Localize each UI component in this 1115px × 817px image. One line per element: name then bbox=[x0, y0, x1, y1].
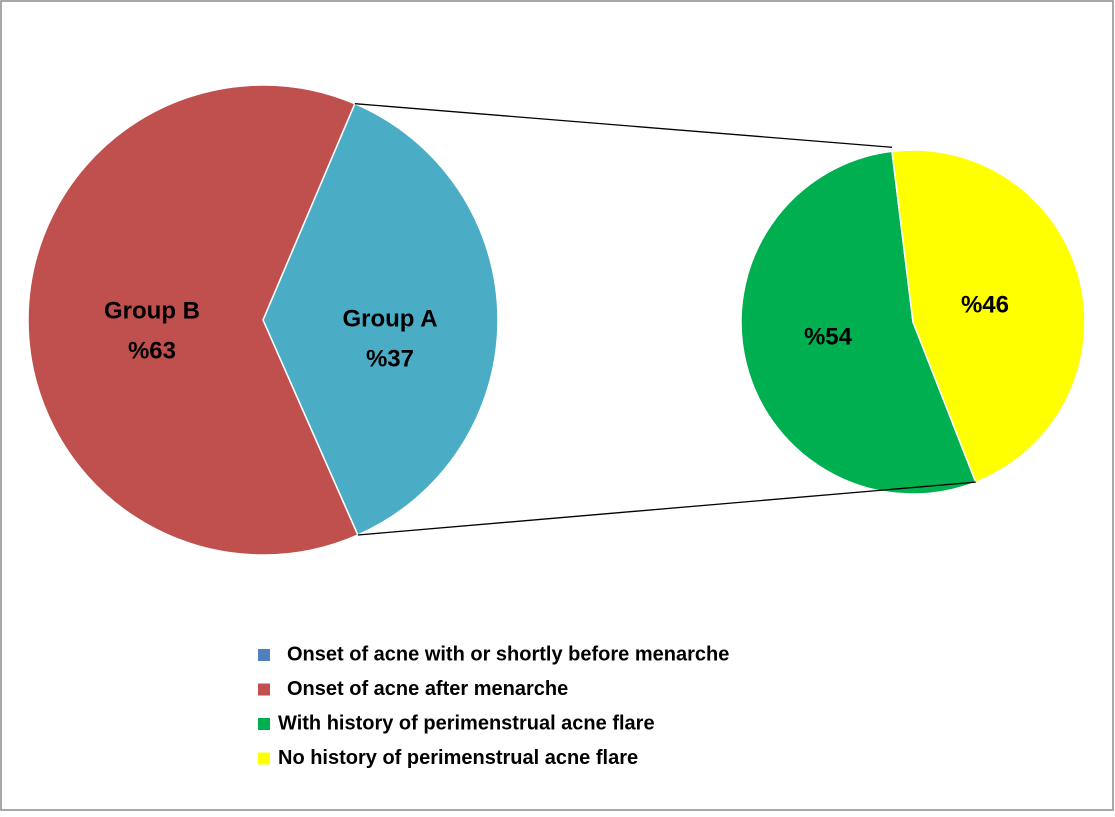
category-label: Group B bbox=[104, 297, 200, 324]
pie-slice bbox=[262, 102, 499, 537]
value-label: %63 bbox=[128, 337, 176, 364]
legend-label: Onset of acne with or shortly before men… bbox=[287, 643, 729, 665]
value-label: %37 bbox=[366, 345, 414, 372]
pie-slice bbox=[891, 149, 1086, 484]
legend-label: With history of perimenstrual acne flare bbox=[278, 712, 655, 734]
value-label: %46 bbox=[961, 291, 1009, 318]
legend-label: No history of perimenstrual acne flare bbox=[278, 747, 638, 769]
legend-label: Onset of acne after menarche bbox=[287, 678, 568, 700]
connector-line bbox=[354, 103, 893, 148]
pie-slice bbox=[740, 150, 977, 495]
pie-slice bbox=[27, 84, 359, 556]
legend-swatch bbox=[258, 683, 270, 696]
legend-swatch bbox=[258, 752, 270, 765]
value-label: %54 bbox=[804, 323, 853, 350]
connector-line bbox=[357, 481, 976, 536]
legend-swatch bbox=[258, 649, 270, 661]
legend-swatch bbox=[258, 718, 270, 730]
category-label: Group A bbox=[342, 305, 437, 332]
